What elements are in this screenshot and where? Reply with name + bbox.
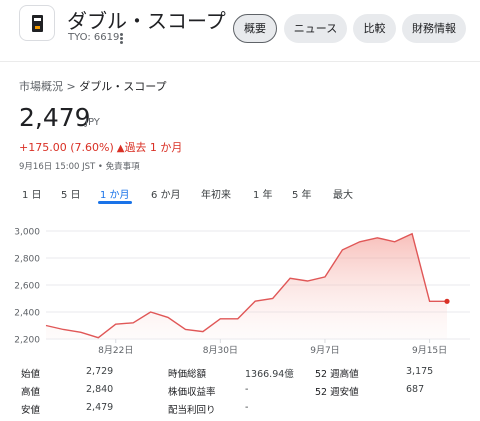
range-1y[interactable]: 1 年 (253, 190, 273, 201)
x-tick-label: 9月7日 (310, 345, 339, 356)
more-options-icon[interactable] (120, 33, 124, 44)
tab-financials[interactable]: 財務情報 (402, 14, 466, 43)
y-tick-label: 2,200 (14, 336, 40, 346)
tab-compare[interactable]: 比較 (353, 14, 396, 43)
x-tick-label: 8月22日 (98, 345, 133, 356)
stat-label-market-cap: 時価総額 (168, 369, 207, 380)
header-divider (0, 61, 480, 62)
last-price-point (444, 298, 450, 304)
quote-header: ダブル・スコープ TYO: 6619 概要 ニュース 比較 財務情報 (0, 0, 480, 60)
stat-value-pe-ratio: - (245, 384, 249, 395)
tab-news[interactable]: ニュース (284, 14, 347, 43)
x-tick-label: 8月30日 (203, 345, 238, 356)
range-5y[interactable]: 5 年 (292, 190, 312, 201)
y-tick-label: 2,400 (14, 309, 40, 319)
company-logo (19, 5, 55, 41)
change-period: 過去 1 か月 (124, 141, 183, 154)
stat-value-dividend-yield: - (245, 402, 249, 413)
range-6m[interactable]: 6 か月 (151, 190, 181, 201)
stat-label-pe-ratio: 株価収益率 (168, 387, 216, 398)
stat-value-low: 2,479 (86, 402, 114, 413)
breadcrumb-current: ダブル・スコープ (79, 80, 167, 93)
stat-value-high: 2,840 (86, 384, 114, 395)
range-1m[interactable]: 1 か月 (100, 190, 130, 201)
price-currency: JPY (85, 117, 100, 128)
change-value: +175.00 (7.60%) (19, 141, 114, 154)
ticker-symbol: TYO: 6619 (68, 32, 120, 43)
stat-label-open: 始値 (21, 369, 41, 380)
x-tick-label: 9月15日 (412, 345, 447, 356)
active-range-indicator (98, 201, 132, 204)
stat-label-high: 高値 (21, 387, 41, 398)
price-chart[interactable]: 3,000 2,800 2,600 2,400 2,200 8月22日 8月30日 9月7日 9… (0, 215, 480, 360)
range-max[interactable]: 最大 (333, 190, 353, 201)
price-line (45, 232, 447, 339)
stat-value-52w-high: 3,175 (406, 366, 434, 377)
range-ytd[interactable]: 年初来 (201, 190, 231, 201)
breadcrumb: 市場概況 > ダブル・スコープ (19, 78, 167, 94)
breadcrumb-separator: > (63, 80, 80, 93)
y-tick-label: 2,600 (14, 282, 40, 292)
up-arrow-icon: ▲ (116, 143, 125, 154)
quote-timestamp: 9月16日 15:00 JST • 免責事項 (19, 162, 140, 172)
stat-label-low: 安値 (21, 405, 41, 416)
stat-value-open: 2,729 (86, 366, 114, 377)
stat-value-market-cap: 1366.94億 (245, 369, 294, 380)
breadcrumb-root[interactable]: 市場概況 (19, 80, 63, 93)
y-tick-label: 2,800 (14, 255, 40, 265)
stat-value-52w-low: 687 (406, 384, 425, 395)
company-name: ダブル・スコープ (67, 9, 226, 33)
stat-label-52w-low: 52 週安値 (315, 387, 359, 398)
stat-label-dividend-yield: 配当利回り (168, 405, 216, 416)
range-1d[interactable]: 1 日 (22, 190, 42, 201)
tab-overview[interactable]: 概要 (233, 14, 277, 43)
battery-icon (32, 15, 43, 32)
current-price: 2,479 (19, 103, 91, 132)
price-area-fill (46, 233, 447, 339)
stat-label-52w-high: 52 週高値 (315, 369, 359, 380)
range-5d[interactable]: 5 日 (61, 190, 81, 201)
price-change: +175.00 (7.60%) ▲過去 1 か月 (19, 139, 182, 155)
y-tick-label: 3,000 (14, 228, 40, 238)
